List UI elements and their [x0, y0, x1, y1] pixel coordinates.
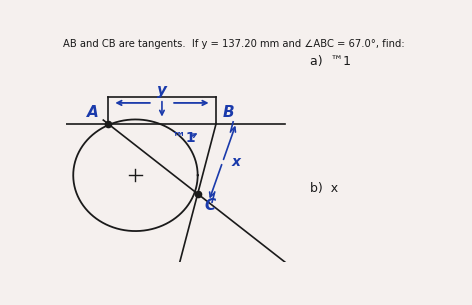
Text: AB and CB are tangents.  If y = 137.20 mm and ∠ABC = 67.0°, find:: AB and CB are tangents. If y = 137.20 mm…: [63, 39, 405, 49]
Text: b)  x: b) x: [310, 182, 337, 195]
Text: a)  ™1: a) ™1: [310, 56, 351, 68]
